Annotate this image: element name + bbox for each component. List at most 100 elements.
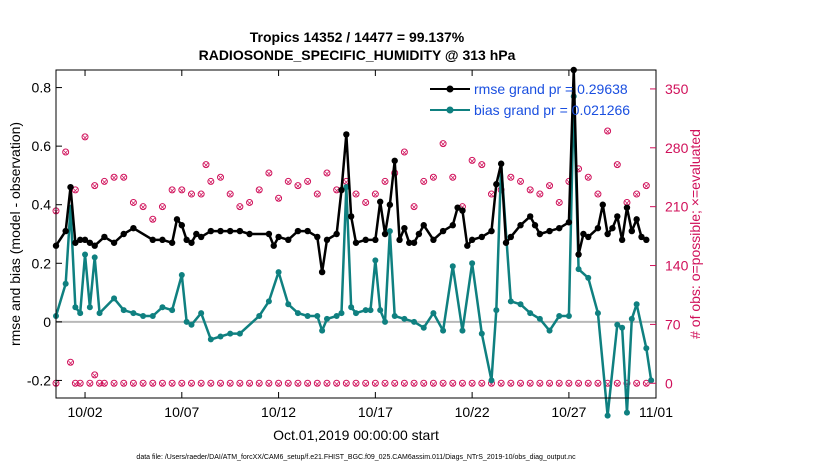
- obs-possible-point: [555, 198, 563, 206]
- bias-point: [314, 313, 321, 319]
- y-tick-label: 0: [43, 314, 51, 330]
- obs-possible-point: [410, 203, 418, 211]
- bias-point: [459, 327, 466, 334]
- obs-possible-point: [642, 182, 650, 190]
- rmse-point: [618, 236, 626, 244]
- rmse-point: [497, 160, 505, 167]
- obs-possible-point: [429, 379, 437, 387]
- obs-evaluated-point: ×: [372, 379, 378, 390]
- bias-point: [140, 313, 147, 319]
- rmse-point: [159, 236, 166, 244]
- bias-point: [493, 307, 500, 314]
- obs-possible-point: [110, 379, 118, 387]
- obs-evaluated-point: ×: [295, 379, 301, 390]
- bias-point: [178, 272, 185, 278]
- obs-possible-point: [400, 379, 408, 387]
- bias-point: [430, 310, 437, 317]
- obs-possible-point: [371, 379, 379, 387]
- obs-evaluated-point: ×: [198, 190, 204, 201]
- obs-evaluated-point: ×: [92, 371, 98, 382]
- rmse-point: [188, 239, 195, 246]
- obs-evaluated-point: ×: [179, 379, 185, 390]
- obs-evaluated-point: ×: [87, 379, 93, 390]
- obs-possible-point: [71, 186, 79, 194]
- obs-possible-point: [352, 379, 360, 387]
- obs-possible-point: [255, 186, 263, 194]
- obs-evaluated-point: ×: [218, 173, 224, 184]
- obs-evaluated-point: ×: [130, 198, 136, 209]
- obs-possible-point: [420, 177, 428, 185]
- bias-point: [294, 310, 301, 317]
- obs-evaluated-point: ×: [353, 379, 359, 390]
- obs-evaluated-point: ×: [392, 379, 398, 390]
- rmse-point: [406, 239, 413, 246]
- obs-possible-point: [507, 173, 515, 181]
- rmse-point: [193, 230, 200, 238]
- rmse-point: [536, 230, 544, 238]
- rmse-point: [502, 239, 510, 246]
- rmse-point: [415, 230, 423, 238]
- obs-possible-point: [478, 379, 486, 387]
- bias-point: [111, 295, 118, 302]
- obs-evaluated-point: ×: [305, 177, 311, 188]
- obs-possible-point: [304, 379, 312, 387]
- obs-possible-point: [187, 190, 195, 198]
- obs-possible-point: [333, 379, 341, 387]
- obs-possible-point: [139, 379, 147, 387]
- x-tick-label: 10/12: [261, 404, 296, 420]
- obs-evaluated-point: ×: [363, 379, 369, 390]
- bias-point: [488, 377, 495, 384]
- bias-point: [130, 310, 137, 317]
- obs-possible-point: [594, 190, 602, 198]
- obs-evaluated-point: ×: [479, 161, 485, 172]
- obs-evaluated-point: ×: [256, 186, 262, 197]
- obs-evaluated-point: ×: [537, 379, 543, 390]
- bias-point: [536, 315, 543, 322]
- obs-evaluated-point: ×: [160, 203, 166, 214]
- obs-possible-point: [449, 379, 457, 387]
- rmse-point: [546, 227, 553, 235]
- rmse-point: [439, 227, 447, 235]
- rmse-point: [493, 181, 500, 188]
- bias-point: [633, 301, 640, 308]
- obs-evaluated-point: ×: [111, 173, 117, 184]
- rmse-point: [604, 230, 611, 238]
- bias-point: [149, 313, 156, 319]
- obs-possible-point: [429, 173, 437, 181]
- obs-evaluated-point: ×: [498, 379, 504, 390]
- obs-possible-point: [236, 203, 244, 211]
- obs-evaluated-point: ×: [508, 379, 514, 390]
- obs-evaluated-point: ×: [595, 190, 601, 201]
- footer-data-file: data file: /Users/raeder/DAI/ATM_forcXX/…: [136, 454, 576, 461]
- bias-series-line: [54, 95, 653, 417]
- obs-possible-point: [468, 379, 476, 387]
- obs-possible-point: [187, 379, 195, 387]
- obs-possible-point: [168, 379, 176, 387]
- obs-possible-point: [439, 379, 447, 387]
- x-tick-label: 10/02: [68, 404, 103, 420]
- obs-possible-point: [575, 379, 583, 387]
- obs-possible-point: [100, 379, 108, 387]
- obs-possible-point: [255, 379, 263, 387]
- rmse-point: [110, 239, 118, 246]
- obs-possible-point: [129, 379, 137, 387]
- rmse-point: [580, 230, 587, 238]
- obs-evaluated-point: ×: [334, 379, 340, 390]
- y-axis-left: -0.2 0 0.2 0.4 0.6 0.8: [27, 80, 62, 388]
- bias-point: [198, 310, 205, 317]
- rmse-point: [67, 183, 74, 191]
- obs-possible-point: [313, 379, 321, 387]
- bias-point: [604, 412, 611, 419]
- obs-possible-point: [526, 379, 534, 387]
- bias-point: [507, 298, 514, 305]
- obs-possible-point: [604, 127, 612, 135]
- obs-evaluated-point: ×: [227, 379, 233, 390]
- y-tick-label-right: 280: [665, 140, 689, 156]
- rmse-series-line: [54, 68, 647, 274]
- obs-possible-point: [478, 161, 486, 169]
- obs-evaluated-point: ×: [576, 379, 582, 390]
- obs-possible-point: [91, 182, 99, 190]
- obs-evaluated-point: ×: [576, 165, 582, 176]
- y-tick-label-right: 0: [665, 375, 673, 391]
- y-tick-label: 0.6: [32, 138, 52, 154]
